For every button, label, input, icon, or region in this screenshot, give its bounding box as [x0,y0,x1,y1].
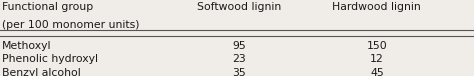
Text: Methoxyl: Methoxyl [2,41,52,51]
Text: Hardwood lignin: Hardwood lignin [332,2,421,12]
Text: Phenolic hydroxyl: Phenolic hydroxyl [2,54,99,64]
Text: Functional group: Functional group [2,2,94,12]
Text: 35: 35 [232,68,246,76]
Text: Softwood lignin: Softwood lignin [197,2,282,12]
Text: (per 100 monomer units): (per 100 monomer units) [2,20,140,30]
Text: 23: 23 [232,54,246,64]
Text: Benzyl alcohol: Benzyl alcohol [2,68,81,76]
Text: 150: 150 [366,41,387,51]
Text: 12: 12 [370,54,384,64]
Text: 45: 45 [370,68,384,76]
Text: 95: 95 [232,41,246,51]
